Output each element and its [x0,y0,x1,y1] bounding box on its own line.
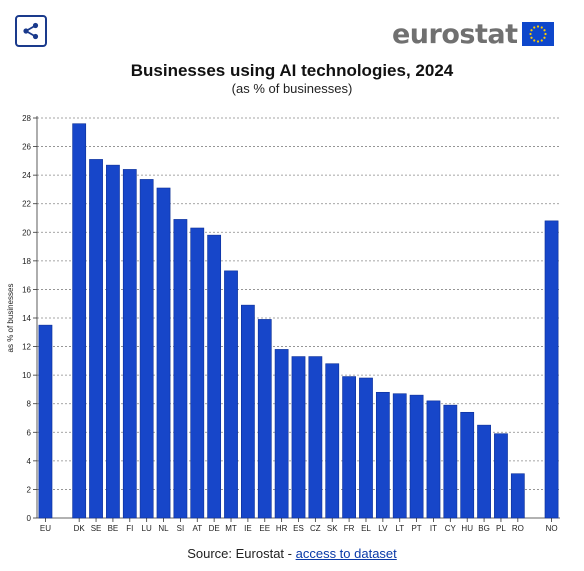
x-tick-label-lu: LU [142,524,152,533]
bar-nl [156,187,171,519]
y-tick-label: 6 [27,428,32,437]
bar-ee [257,319,272,519]
x-tick-label-dk: DK [74,524,86,533]
x-tick-label-no: NO [546,524,558,533]
bar-fi [122,169,137,519]
y-tick-label: 0 [27,514,32,523]
bar-ro [510,473,525,519]
x-tick-label-pl: PL [496,524,506,533]
x-tick-label-eu: EU [40,524,51,533]
x-tick-label-cy: CY [445,524,457,533]
bar-no [544,220,559,519]
bar-de [207,234,222,519]
x-tick-label-ie: IE [244,524,252,533]
bar-mt [224,270,238,519]
logo-text: eurostat [392,18,518,50]
x-tick-label-nl: NL [158,524,169,533]
y-tick-label: 22 [22,200,31,209]
bar-cz [308,356,323,519]
bar-el [359,377,373,519]
bar-lu [139,179,154,519]
x-tick-label-de: DE [209,524,220,533]
bar-es [291,356,306,519]
x-tick-label-it: IT [430,524,437,533]
x-tick-label-si: SI [177,524,185,533]
bar-hu [460,411,475,519]
bar-sk [325,363,340,519]
source-line: Source: Eurostat - access to dataset [0,546,584,561]
chart-subtitle: (as % of businesses) [231,81,353,96]
x-tick-label-bg: BG [478,524,490,533]
x-tick-label-hu: HU [461,524,473,533]
share-button[interactable] [15,15,47,47]
bar-cy [443,404,458,519]
x-tick-label-sk: SK [327,524,338,533]
x-tick-label-be: BE [108,524,119,533]
x-tick-label-es: ES [293,524,304,533]
bar-si [173,219,188,519]
chart-title: Businesses using AI technologies, 2024 [130,61,454,80]
source-prefix: Source: Eurostat - [187,546,296,561]
y-tick-label: 24 [22,171,31,180]
eurostat-logo[interactable]: eurostat [392,18,554,50]
bar-lt [392,393,407,519]
bar-pl [494,433,508,519]
x-tick-label-se: SE [91,524,102,533]
x-tick-label-fi: FI [126,524,133,533]
x-tick-label-lv: LV [378,524,388,533]
y-tick-label: 20 [22,228,31,237]
x-tick-label-lt: LT [395,524,404,533]
y-tick-label: 12 [22,343,31,352]
bar-bg [477,424,491,519]
bar-se [89,159,103,519]
y-axis-label: as % of businesses [6,284,15,353]
bar-hr [274,349,289,519]
y-tick-label: 8 [27,400,32,409]
dataset-link[interactable]: access to dataset [295,546,397,561]
y-tick-label: 18 [22,257,31,266]
y-tick-label: 2 [27,485,32,494]
bar-ie [241,304,255,519]
x-tick-label-el: EL [361,524,371,533]
x-tick-label-ro: RO [512,524,524,533]
x-tick-label-pt: PT [411,524,421,533]
x-tick-label-ee: EE [259,524,270,533]
x-tick-label-cz: CZ [310,524,321,533]
share-icon [23,22,39,40]
x-tick-label-mt: MT [225,524,237,533]
x-tick-label-hr: HR [276,524,288,533]
eu-flag-icon [521,22,554,46]
bar-eu [38,324,53,519]
bar-it [426,400,441,519]
bar-at [190,227,205,519]
x-tick-label-fr: FR [344,524,355,533]
y-tick-label: 16 [22,285,31,294]
y-tick-label: 4 [27,457,32,466]
bar-be [106,164,120,519]
y-tick-label: 28 [22,114,31,123]
bar-pt [409,394,424,519]
y-tick-label: 14 [22,314,31,323]
y-tick-label: 26 [22,143,31,152]
y-tick-label: 10 [22,371,31,380]
x-tick-label-at: AT [192,524,202,533]
bar-lv [375,391,390,519]
bar-fr [342,376,356,519]
bar-dk [72,123,87,519]
